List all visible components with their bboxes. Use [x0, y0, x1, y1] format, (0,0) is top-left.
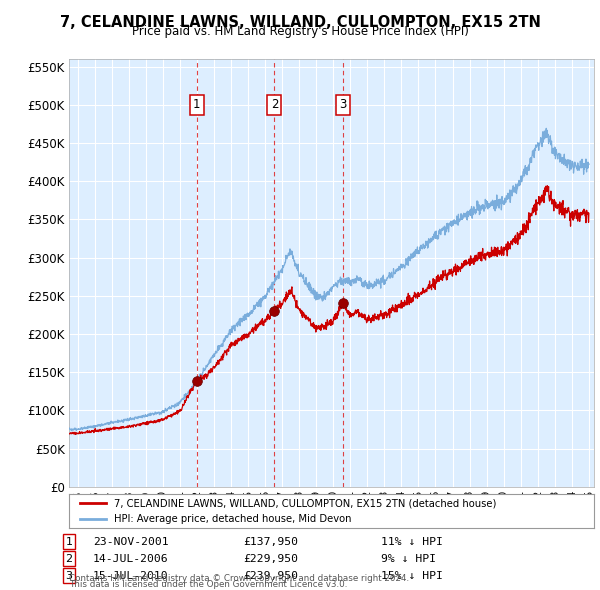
Text: 23-NOV-2001: 23-NOV-2001 — [93, 537, 169, 546]
Text: HPI: Average price, detached house, Mid Devon: HPI: Average price, detached house, Mid … — [113, 514, 351, 525]
Text: 2: 2 — [271, 99, 278, 112]
Text: 11% ↓ HPI: 11% ↓ HPI — [381, 537, 443, 546]
Text: 1: 1 — [193, 99, 200, 112]
Text: Price paid vs. HM Land Registry's House Price Index (HPI): Price paid vs. HM Land Registry's House … — [131, 25, 469, 38]
Text: 9% ↓ HPI: 9% ↓ HPI — [381, 554, 436, 563]
Text: 14-JUL-2006: 14-JUL-2006 — [93, 554, 169, 563]
Text: Contains HM Land Registry data © Crown copyright and database right 2024.: Contains HM Land Registry data © Crown c… — [69, 574, 409, 583]
Text: 15-JUL-2010: 15-JUL-2010 — [93, 571, 169, 581]
Text: 2: 2 — [65, 554, 73, 563]
Text: This data is licensed under the Open Government Licence v3.0.: This data is licensed under the Open Gov… — [69, 581, 347, 589]
Text: 3: 3 — [65, 571, 73, 581]
Text: £137,950: £137,950 — [243, 537, 298, 546]
Text: 7, CELANDINE LAWNS, WILLAND, CULLOMPTON, EX15 2TN: 7, CELANDINE LAWNS, WILLAND, CULLOMPTON,… — [59, 15, 541, 30]
Text: 3: 3 — [339, 99, 346, 112]
Text: £239,950: £239,950 — [243, 571, 298, 581]
Text: £229,950: £229,950 — [243, 554, 298, 563]
Text: 15% ↓ HPI: 15% ↓ HPI — [381, 571, 443, 581]
Text: 7, CELANDINE LAWNS, WILLAND, CULLOMPTON, EX15 2TN (detached house): 7, CELANDINE LAWNS, WILLAND, CULLOMPTON,… — [113, 499, 496, 509]
Text: 1: 1 — [65, 537, 73, 546]
